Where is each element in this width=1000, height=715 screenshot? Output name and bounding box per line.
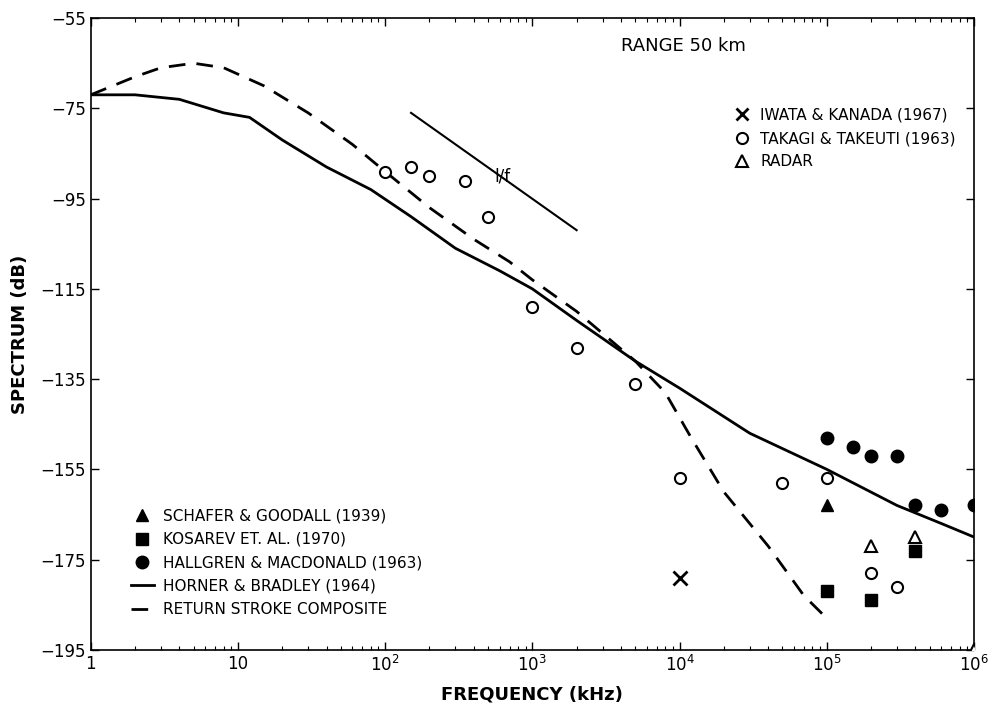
Text: l/f: l/f [494,167,510,185]
X-axis label: FREQUENCY (kHz): FREQUENCY (kHz) [441,686,623,704]
Y-axis label: SPECTRUM (dB): SPECTRUM (dB) [11,255,29,413]
Legend: SCHAFER & GOODALL (1939), KOSAREV ET. AL. (1970), HALLGREN & MACDONALD (1963), H: SCHAFER & GOODALL (1939), KOSAREV ET. AL… [125,503,428,623]
Text: RANGE 50 km: RANGE 50 km [621,37,746,55]
